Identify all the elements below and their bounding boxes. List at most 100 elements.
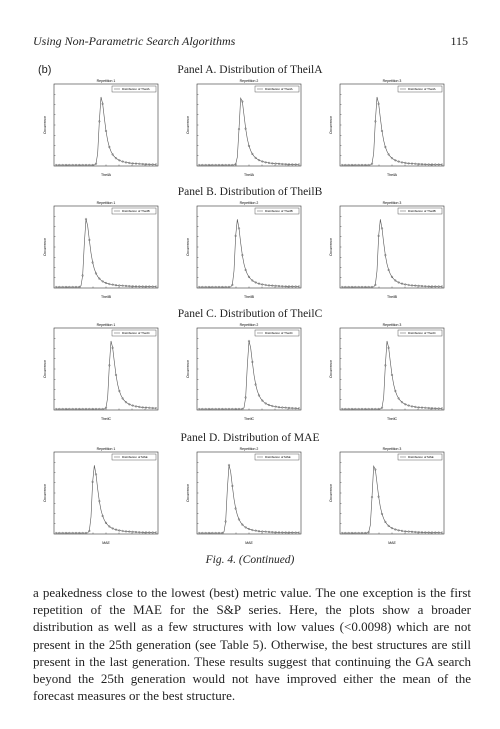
curve-marker bbox=[118, 389, 121, 393]
panel-title: Panel A. Distribution of TheilA bbox=[177, 64, 323, 76]
curve-marker bbox=[437, 285, 440, 288]
curve-marker bbox=[58, 531, 61, 535]
curve-marker bbox=[254, 529, 257, 532]
curve-marker bbox=[277, 162, 281, 165]
legend-label: Distribution of TheilC bbox=[122, 331, 151, 335]
curve-marker bbox=[201, 163, 204, 167]
curve-marker bbox=[380, 512, 384, 515]
legend-label: Distribution of TheilA bbox=[265, 87, 293, 91]
curve-marker bbox=[98, 120, 101, 123]
curve-marker bbox=[217, 531, 221, 535]
curve-marker bbox=[420, 163, 424, 166]
curve-marker bbox=[297, 285, 301, 288]
curve-marker bbox=[434, 407, 437, 410]
curve-marker bbox=[131, 530, 134, 533]
curve-marker bbox=[360, 285, 364, 289]
curve-marker bbox=[71, 407, 74, 411]
curve-marker bbox=[241, 254, 244, 257]
curve-marker bbox=[151, 285, 154, 288]
curve-marker bbox=[58, 163, 61, 167]
curve-marker bbox=[387, 268, 390, 272]
curve-marker bbox=[201, 285, 204, 289]
curve-marker bbox=[261, 399, 264, 402]
curve-marker bbox=[251, 152, 254, 156]
curve-marker bbox=[267, 530, 271, 534]
curve-marker bbox=[121, 529, 124, 533]
plot: Repetition 3 Distribution of TheilC TheilC… bbox=[329, 323, 445, 421]
plot: Repetition 1 Distribution of TheilC TheilC… bbox=[43, 323, 159, 421]
panel-title: Panel C. Distribution of TheilC bbox=[177, 308, 323, 320]
curve-marker bbox=[224, 520, 227, 523]
curve-marker bbox=[128, 530, 131, 533]
curve-marker bbox=[207, 163, 211, 167]
curve-marker bbox=[231, 484, 234, 488]
curve-marker bbox=[104, 521, 108, 525]
curve-marker bbox=[131, 162, 134, 165]
curve-marker bbox=[257, 282, 261, 285]
legend-label: Distribution of MAE bbox=[265, 455, 291, 459]
plot-title: Repetition 2 bbox=[240, 323, 259, 327]
curve-marker bbox=[390, 373, 394, 377]
curve-marker bbox=[91, 261, 94, 264]
plot-title: Repetition 2 bbox=[240, 447, 259, 451]
y-axis-label: Occurrence bbox=[329, 484, 333, 502]
curve-marker bbox=[197, 285, 201, 289]
x-axis-label: TheilB bbox=[387, 295, 398, 299]
curve-marker bbox=[88, 407, 91, 411]
curve-marker bbox=[141, 162, 144, 166]
axes-box bbox=[53, 451, 159, 535]
curve-marker bbox=[101, 407, 104, 411]
curve-marker bbox=[414, 162, 417, 165]
curve-marker bbox=[354, 407, 357, 411]
curve-marker bbox=[88, 163, 91, 167]
curve-marker bbox=[340, 407, 344, 411]
curve-marker bbox=[414, 530, 417, 534]
figure-sublabel: (b) bbox=[38, 64, 52, 76]
curve-marker bbox=[344, 531, 347, 535]
curve-marker bbox=[281, 285, 284, 288]
curve-marker bbox=[234, 234, 237, 237]
plot-title: Repetition 3 bbox=[383, 447, 402, 451]
curve-marker bbox=[217, 285, 221, 289]
curve-marker bbox=[384, 364, 387, 367]
curve-marker bbox=[427, 531, 430, 534]
curve-marker bbox=[440, 407, 444, 410]
curve-marker bbox=[224, 163, 227, 167]
curve-marker bbox=[74, 163, 78, 167]
legend-label: Distribution of TheilC bbox=[265, 331, 294, 335]
plot: Repetition 2 Distribution of TheilA TheilA… bbox=[186, 79, 302, 177]
curve-marker bbox=[214, 285, 217, 289]
x-axis-label: MAE bbox=[388, 541, 396, 545]
curve-marker bbox=[264, 402, 267, 405]
curve-marker bbox=[287, 163, 291, 166]
curve-marker bbox=[390, 527, 394, 530]
axes-box bbox=[53, 83, 159, 167]
plot-title: Repetition 3 bbox=[383, 323, 402, 327]
axes-box bbox=[339, 451, 445, 535]
curve-marker bbox=[400, 282, 404, 285]
curve-marker bbox=[64, 163, 68, 167]
curve-marker bbox=[367, 531, 370, 534]
curve-marker bbox=[227, 407, 231, 411]
curve-marker bbox=[257, 394, 261, 397]
curve-marker bbox=[138, 162, 141, 165]
curve-marker bbox=[68, 531, 71, 535]
curve-illustration bbox=[199, 219, 300, 288]
curve-marker bbox=[211, 407, 214, 411]
curve-illustration bbox=[199, 340, 300, 410]
curve-marker bbox=[354, 285, 357, 289]
curve-marker bbox=[254, 383, 257, 386]
curve-marker bbox=[297, 531, 301, 534]
y-axis-label: Occurrence bbox=[43, 116, 47, 134]
axes-box bbox=[196, 451, 302, 535]
curve-marker bbox=[197, 163, 201, 167]
curve-marker bbox=[274, 284, 277, 287]
curve-marker bbox=[247, 527, 251, 531]
curve-marker bbox=[297, 407, 301, 410]
y-axis-label: Occurrence bbox=[329, 238, 333, 256]
curve-marker bbox=[54, 407, 58, 411]
curve-marker bbox=[410, 162, 414, 165]
curve-marker bbox=[434, 163, 437, 166]
legend-box bbox=[111, 329, 157, 337]
curve-marker bbox=[61, 163, 64, 167]
